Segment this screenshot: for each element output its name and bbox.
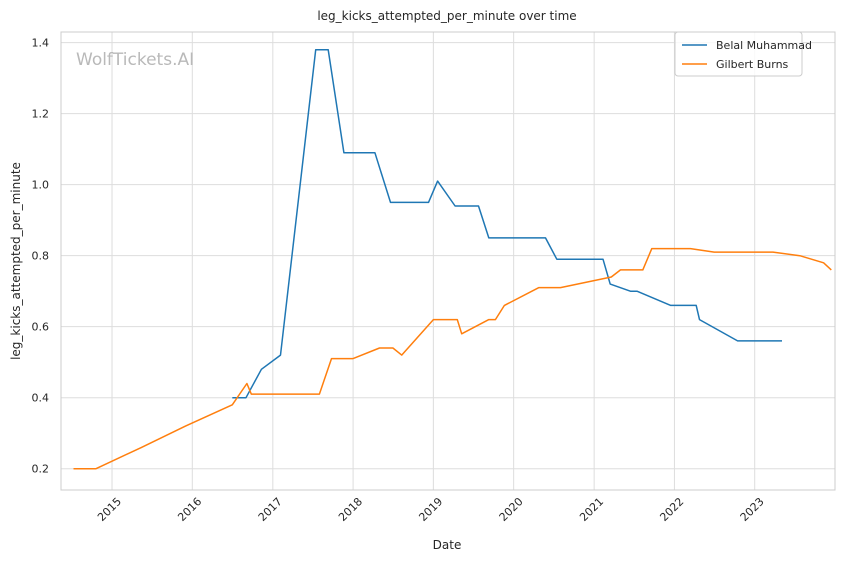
legend-box — [674, 31, 803, 77]
series-line-gilbert-burns — [73, 247, 832, 470]
y-tick-label: 1.0 — [32, 179, 50, 192]
series-layer — [73, 49, 832, 470]
y-tick-label: 0.2 — [32, 463, 50, 476]
y-axis-label: leg_kicks_attempted_per_minute — [9, 162, 23, 360]
legend-label-gilbert-burns: Gilbert Burns — [716, 58, 789, 71]
series-line-belal-muhammad — [232, 49, 782, 399]
y-tick-labels: 0.2 0.4 0.6 0.8 1.0 1.2 1.4 — [32, 37, 50, 476]
y-tick-label: 0.8 — [32, 250, 50, 263]
y-tick-label: 0.6 — [32, 321, 50, 334]
x-axis-label: Date — [433, 538, 462, 552]
legend: Belal Muhammad Gilbert Burns — [674, 31, 812, 77]
plot-frame — [60, 31, 836, 491]
watermark: WolfTickets.AI — [76, 50, 194, 70]
y-tick-label: 0.4 — [32, 392, 50, 405]
chart-title: leg_kicks_attempted_per_minute over time — [317, 9, 576, 23]
y-tick-label: 1.2 — [32, 108, 50, 121]
y-tick-label: 1.4 — [32, 37, 50, 50]
legend-label-belal-muhammad: Belal Muhammad — [716, 39, 812, 52]
grid — [61, 32, 835, 490]
